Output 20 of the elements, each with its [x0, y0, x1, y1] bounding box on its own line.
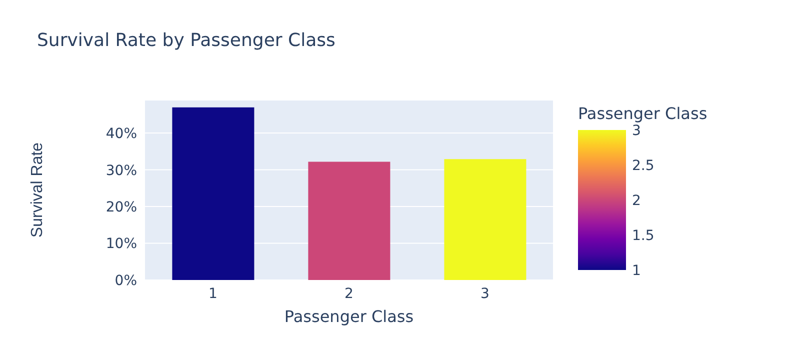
x-tick-label: 3: [480, 286, 490, 302]
bar: [444, 159, 526, 280]
chart-title: Survival Rate by Passenger Class: [37, 30, 336, 51]
y-tick-label: 30%: [106, 162, 137, 179]
y-tick-label: 40%: [106, 126, 137, 142]
y-tick-label: 0%: [114, 272, 137, 289]
x-tick-label: 2: [344, 286, 354, 302]
color-bar-title: Passenger Class: [578, 104, 708, 123]
color-bar-label: 1: [632, 263, 641, 279]
x-axis-title: Passenger Class: [284, 307, 414, 326]
x-tick-label: 1: [208, 286, 218, 302]
bar: [172, 107, 254, 280]
color-bar-label: 2: [632, 193, 641, 209]
color-bar-label: 2.5: [632, 158, 654, 174]
bar: [308, 162, 390, 280]
y-tick-label: 10%: [106, 236, 137, 252]
y-axis-title: Survival Rate: [29, 142, 46, 238]
color-bar-label: 3: [632, 123, 641, 139]
y-tick-label: 20%: [106, 200, 137, 216]
color-bar-label: 1.5: [632, 228, 654, 244]
